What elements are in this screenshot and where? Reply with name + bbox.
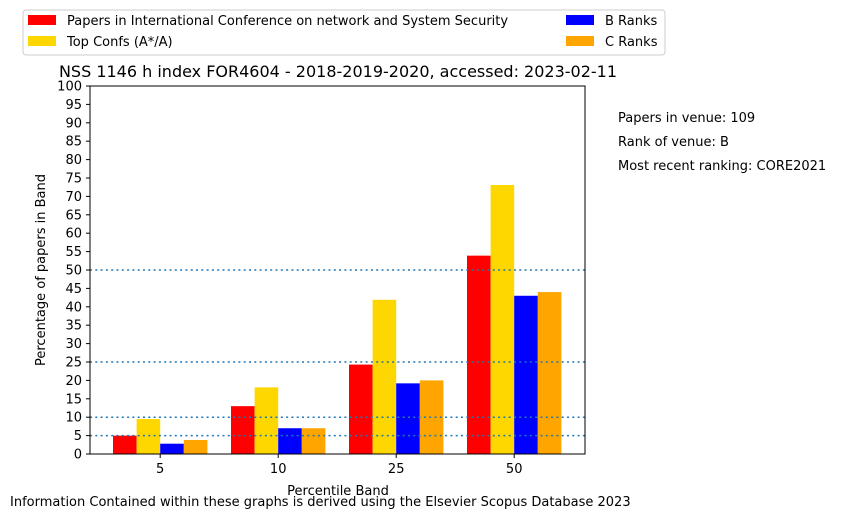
data-source-footer: Information Contained within these graph… — [10, 495, 631, 510]
legend-label: C Ranks — [605, 35, 658, 50]
y-tick-label: 35 — [65, 319, 82, 334]
x-tick-label: 5 — [156, 462, 164, 477]
bar-top-25 — [372, 299, 397, 454]
y-tick-label: 100 — [57, 80, 82, 95]
bar-c-50 — [537, 292, 562, 454]
bar-papers-5 — [113, 435, 137, 454]
legend-label: Papers in International Conference on ne… — [67, 14, 508, 29]
bar-papers-50 — [467, 255, 491, 454]
y-tick-label: 85 — [65, 135, 82, 150]
chart-title: NSS 1146 h index FOR4604 - 2018-2019-202… — [59, 62, 617, 81]
x-tick-label: 50 — [506, 462, 523, 477]
legend: Papers in International Conference on ne… — [22, 9, 666, 56]
papers-in-venue-text: Papers in venue: 109 — [618, 111, 756, 126]
bar-top-10 — [254, 387, 279, 454]
bar-b-25 — [396, 383, 420, 454]
x-tick-label: 10 — [270, 462, 287, 477]
legend-label: B Ranks — [605, 14, 658, 29]
y-tick-label: 25 — [65, 356, 82, 371]
bar-b-5 — [160, 443, 184, 454]
most-recent-ranking-text: Most recent ranking: CORE2021 — [618, 159, 827, 174]
y-tick-label: 70 — [65, 190, 82, 205]
legend-label: Top Confs (A*/A) — [66, 35, 173, 50]
y-tick-label: 75 — [65, 172, 82, 187]
bar-b-50 — [514, 295, 538, 454]
x-tick-label: 25 — [388, 462, 405, 477]
y-tick-label: 55 — [65, 245, 82, 260]
y-tick-label: 0 — [74, 448, 82, 463]
x-axis-label: Percentile Band — [287, 484, 389, 499]
bar-c-10 — [301, 428, 326, 454]
y-tick-label: 90 — [65, 116, 82, 131]
bar-top-50 — [490, 184, 515, 454]
y-tick-label: 95 — [65, 98, 82, 113]
bar-b-10 — [278, 428, 302, 454]
legend-box — [22, 9, 666, 56]
bar-c-5 — [183, 440, 208, 454]
y-axis-label: Percentage of papers in Band — [34, 174, 49, 366]
y-tick-label: 50 — [65, 264, 82, 279]
y-tick-label: 65 — [65, 208, 82, 223]
bar-papers-25 — [349, 364, 373, 454]
y-tick-label: 5 — [74, 429, 82, 444]
y-tick-label: 45 — [65, 282, 82, 297]
plot-area: 0 5 10 15 20 25 30 35 40 45 50 55 60 65 70 75 80 85 90 95 10… — [57, 80, 586, 477]
y-tick-label: 15 — [65, 392, 82, 407]
legend-swatch — [28, 15, 56, 25]
legend-swatch — [28, 36, 56, 46]
legend-swatch — [566, 36, 594, 46]
rank-of-venue-text: Rank of venue: B — [618, 135, 729, 150]
y-tick-label: 20 — [65, 374, 82, 389]
y-tick-label: 40 — [65, 300, 82, 315]
y-tick-label: 60 — [65, 227, 82, 242]
legend-swatch — [566, 15, 594, 25]
bar-papers-10 — [231, 406, 255, 454]
y-tick-label: 80 — [65, 153, 82, 168]
y-tick-label: 10 — [65, 411, 82, 426]
bar-top-5 — [136, 419, 161, 454]
y-tick-label: 30 — [65, 337, 82, 352]
